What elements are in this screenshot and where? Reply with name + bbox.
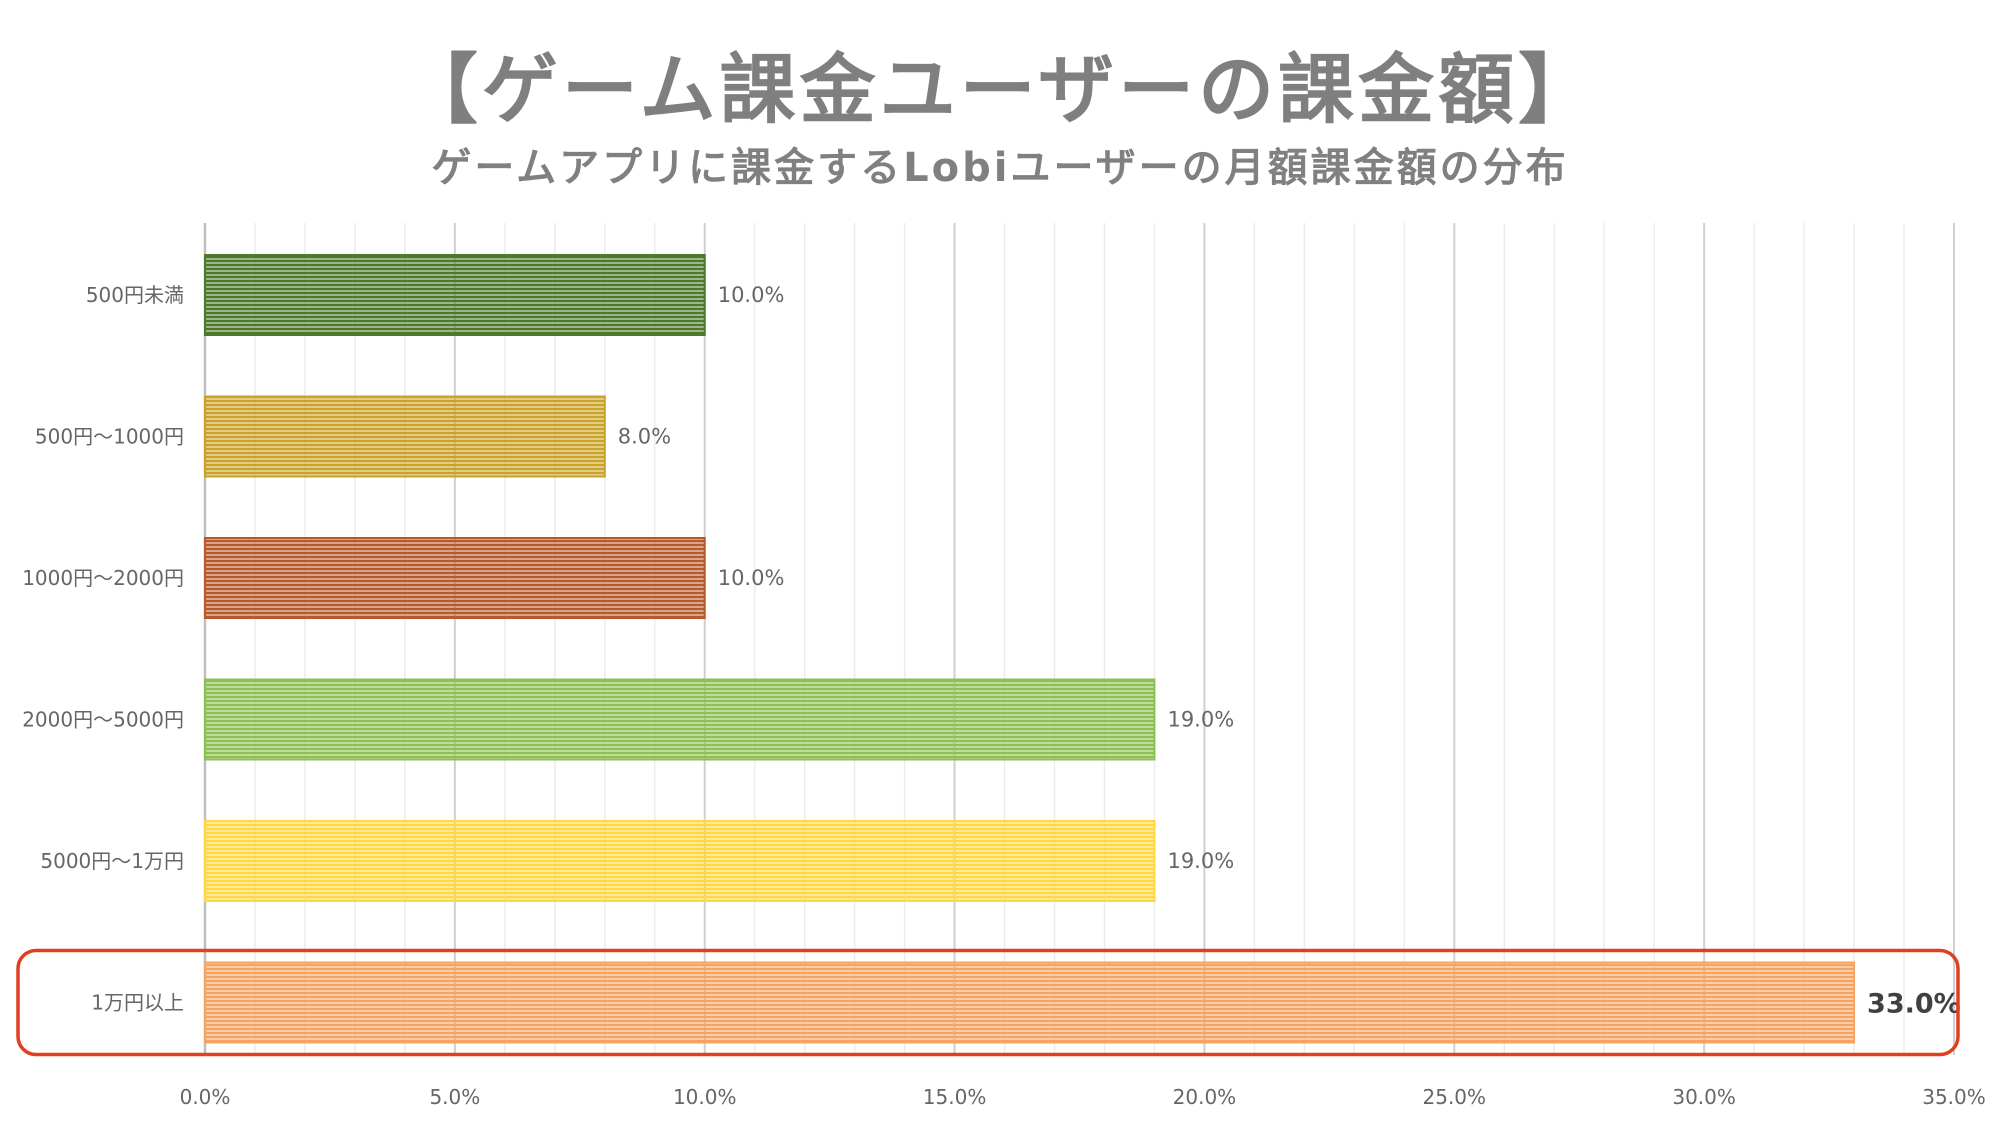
x-tick-label: 5.0% <box>429 1085 480 1109</box>
bar <box>204 820 1156 902</box>
x-tick-label: 25.0% <box>1423 1085 1487 1109</box>
bar <box>204 395 606 478</box>
x-tick-label: 35.0% <box>1922 1085 1986 1109</box>
bar <box>204 254 706 336</box>
category-label: 500円未満 <box>86 283 184 307</box>
chart-title: 【ゲーム課金ユーザーの課金額】 <box>401 45 1599 134</box>
x-tick-label: 0.0% <box>180 1085 231 1109</box>
bar <box>204 537 706 619</box>
highlight-box <box>16 948 1960 1057</box>
x-tick-label: 15.0% <box>923 1085 987 1109</box>
data-label: 19.0% <box>1167 708 1234 732</box>
x-tick-label: 10.0% <box>673 1085 737 1109</box>
data-label: 10.0% <box>718 566 785 590</box>
category-label: 1万円以上 <box>91 991 184 1015</box>
data-label: 19.0% <box>1167 849 1234 873</box>
x-tick-label: 30.0% <box>1672 1085 1736 1109</box>
data-label: 8.0% <box>618 425 671 449</box>
bar <box>204 678 1156 761</box>
data-label: 33.0% <box>1867 989 1961 1020</box>
x-tick-label: 20.0% <box>1173 1085 1237 1109</box>
category-label: 5000円〜1万円 <box>40 849 184 873</box>
chart-subtitle: ゲームアプリに課金するLobiユーザーの月額課金額の分布 <box>431 145 1569 191</box>
data-label: 10.0% <box>718 283 785 307</box>
category-label: 1000円〜2000円 <box>22 566 184 590</box>
bar <box>204 961 1856 1044</box>
category-label: 2000円〜5000円 <box>22 708 184 732</box>
category-label: 500円〜1000円 <box>35 425 184 449</box>
